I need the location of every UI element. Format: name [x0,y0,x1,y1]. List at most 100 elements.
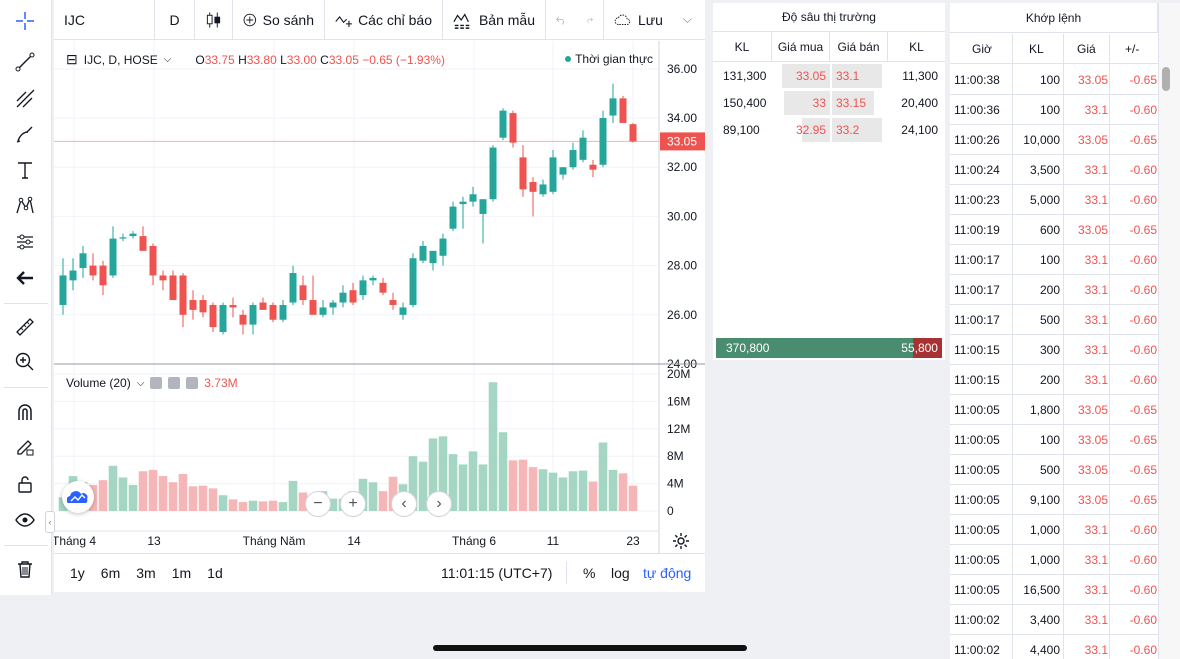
trade-row[interactable]: 11:00:17 100 33.1 -0.60 [950,245,1158,275]
depth-bid-price[interactable]: 33.05 [782,64,830,88]
trade-row[interactable]: 11:00:15 300 33.1 -0.60 [950,335,1158,365]
trade-row[interactable]: 11:00:05 1,000 33.1 -0.60 [950,545,1158,575]
trade-row[interactable]: 11:00:36 100 33.1 -0.60 [950,95,1158,125]
lock-drawing-pencil-icon[interactable] [8,432,42,462]
templates-button[interactable]: Bản mẫu [443,0,546,40]
text-tool-icon[interactable] [8,155,42,185]
eye-toggle-icon[interactable] [150,377,163,389]
log-toggle[interactable]: log [611,565,630,581]
zoom-in-icon[interactable] [8,347,42,377]
collapse-legend-icon[interactable]: ⊟ [66,51,78,67]
volume-bar [508,460,518,511]
back-arrow-icon[interactable] [8,263,42,293]
home-indicator[interactable] [433,645,747,651]
scroll-left-button[interactable]: ‹ [391,491,417,517]
depth-ask-volume[interactable]: 11,300 [902,69,938,83]
save-button[interactable]: Lưu ⌵ [604,0,702,40]
volume-bar [228,499,238,511]
plot-area[interactable]: 36.00 34.00 32.00 30.00 28.00 26.00 24.00 20M 16… [45,41,705,553]
symbol-search[interactable]: IJC [54,0,155,40]
depth-bid-volume[interactable]: 131,300 [723,69,767,83]
candle-body [319,307,327,315]
fib-tool-icon[interactable] [8,83,42,113]
trend-line-icon[interactable] [8,47,42,77]
trade-row[interactable]: 11:00:05 9,100 33.05 -0.65 [950,485,1158,515]
trade-row[interactable]: 11:00:05 500 33.05 -0.65 [950,455,1158,485]
prediction-tool-icon[interactable] [8,227,42,257]
trade-row[interactable]: 11:00:05 100 33.05 -0.65 [950,425,1158,455]
depth-bid-volume[interactable]: 89,100 [723,123,760,137]
interval-button[interactable]: D [155,0,195,40]
chevron-down-icon[interactable]: ⌵ [163,54,172,65]
depth-bid-price[interactable]: 33 [784,91,830,115]
trade-change: -0.60 [1129,253,1157,267]
indicators-button[interactable]: Các chỉ báo [325,0,443,40]
trash-icon[interactable] [8,554,42,584]
depth-ask-price[interactable]: 33.15 [832,91,874,115]
volume-bar [148,469,158,511]
magnet-icon[interactable] [8,397,42,427]
depth-ask-price[interactable]: 33.1 [832,64,882,88]
trade-row[interactable]: 11:00:15 200 33.1 -0.60 [950,365,1158,395]
trade-volume: 200 [1039,373,1060,387]
trade-row[interactable]: 11:00:26 10,000 33.05 -0.65 [950,125,1158,155]
trade-row[interactable]: 11:00:02 4,400 33.1 -0.60 [950,635,1158,659]
range-button-6m[interactable]: 6m [100,565,121,581]
percent-toggle[interactable]: % [583,565,596,581]
trade-row[interactable]: 11:00:17 500 33.1 -0.60 [950,305,1158,335]
panel-collapse-handle[interactable]: ‹ [45,511,55,533]
chevron-down-icon[interactable]: ⌵ [682,12,692,26]
plus-icon: + [348,495,358,512]
compare-button[interactable]: So sánh [233,0,325,40]
trade-time: 11:00:36 [954,103,1000,117]
range-button-1d[interactable]: 1d [207,565,223,581]
pattern-tool-icon[interactable] [8,191,42,221]
price-chart[interactable]: 36.0034.0032.0030.0028.0026.0024.0020M16… [54,41,705,553]
settings-button[interactable] [671,531,691,551]
zoom-in-button[interactable]: + [340,491,366,517]
scroll-right-button[interactable]: › [426,491,452,517]
trades-header-time: Giờ [972,42,992,56]
trade-row[interactable]: 11:00:17 200 33.1 -0.60 [950,275,1158,305]
crosshair-icon[interactable] [8,6,42,36]
settings-icon[interactable] [168,377,181,389]
eye-icon[interactable] [8,505,42,535]
trade-row[interactable]: 11:00:05 1,800 33.05 -0.65 [950,395,1158,425]
trade-volume: 200 [1039,283,1060,297]
brush-icon[interactable] [8,119,42,149]
depth-ask-price[interactable]: 33.2 [832,118,882,142]
trade-row[interactable]: 11:00:05 16,500 33.1 -0.60 [950,575,1158,605]
unlock-icon[interactable] [8,469,42,499]
clock-label[interactable]: 11:01:15 (UTC+7) [441,565,553,581]
trade-row[interactable]: 11:00:19 600 33.05 -0.65 [950,215,1158,245]
trade-row[interactable]: 11:00:38 100 33.05 -0.65 [950,65,1158,95]
trade-row[interactable]: 11:00:02 3,400 33.1 -0.60 [950,605,1158,635]
range-button-1m[interactable]: 1m [171,565,192,581]
volume-value: 3.73M [204,376,238,390]
chart-type-button[interactable] [195,0,233,40]
depth-bid-volume[interactable]: 150,400 [723,96,767,110]
range-button-3m[interactable]: 3m [136,565,156,581]
volume-title[interactable]: Volume (20) [66,376,131,390]
range-button-1y[interactable]: 1y [70,565,85,581]
depth-bid-price[interactable]: 32.95 [796,118,830,142]
trade-time: 11:00:17 [954,283,1000,297]
depth-ask-volume[interactable]: 20,400 [901,96,938,110]
series-title[interactable]: IJC, D, HOSE [83,52,158,67]
trade-row[interactable]: 11:00:23 5,000 33.1 -0.60 [950,185,1158,215]
auto-scale-toggle[interactable]: tự động [643,565,692,581]
trade-row[interactable]: 11:00:05 1,000 33.1 -0.60 [950,515,1158,545]
trade-row[interactable]: 11:00:24 3,500 33.1 -0.60 [950,155,1158,185]
zoom-out-button[interactable]: − [305,491,331,517]
scrollbar-thumb[interactable] [1162,67,1170,91]
ruler-icon[interactable] [8,312,42,342]
undo-button[interactable] [546,0,576,40]
logo-button[interactable] [62,481,94,513]
chevron-down-icon[interactable]: ⌵ [136,377,145,389]
depth-ask-volume[interactable]: 24,100 [901,123,938,137]
redo-button[interactable] [576,0,604,40]
chevron-right-icon: › [436,495,442,512]
scroll-track[interactable] [1158,3,1180,659]
close-icon[interactable] [186,377,199,389]
